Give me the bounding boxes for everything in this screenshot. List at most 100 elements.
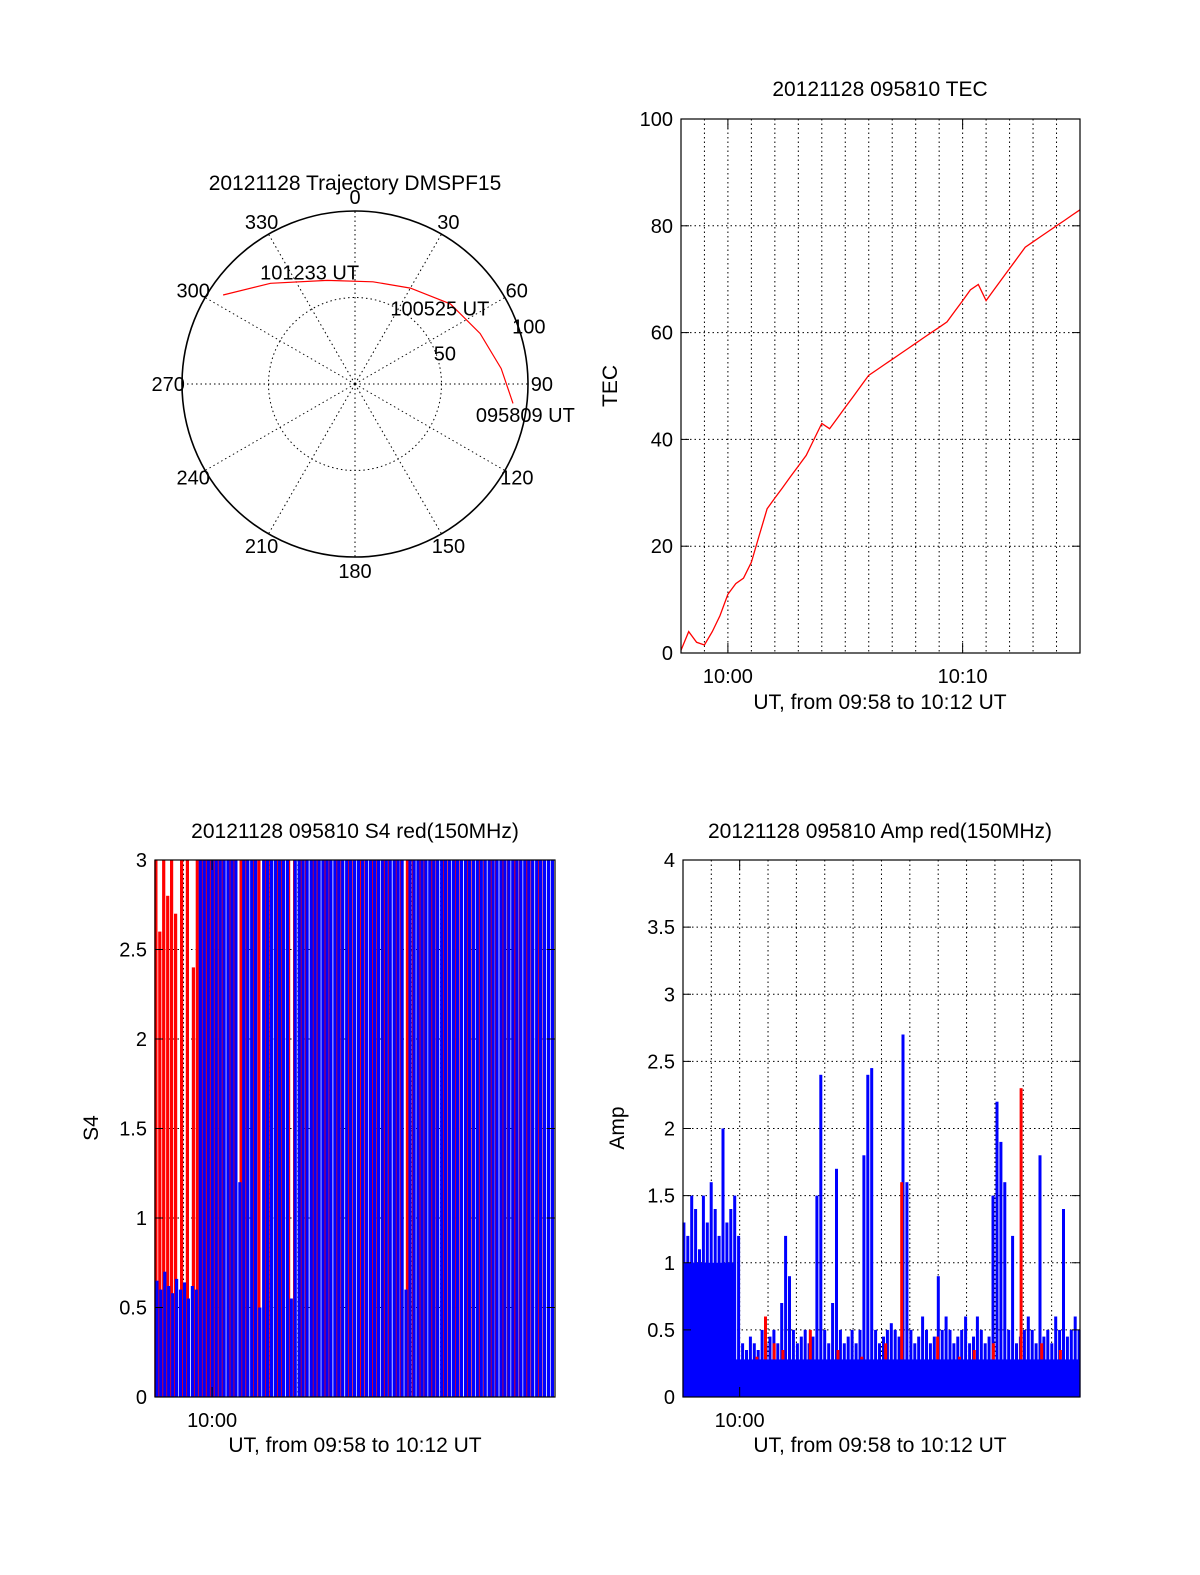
s4-bar-red [185, 860, 189, 1397]
azimuth-tick-270: 270 [151, 374, 184, 396]
s4-bar-blue [293, 860, 297, 1397]
amp-bar-blue [1062, 1209, 1065, 1397]
s4-bar-blue [273, 860, 278, 1397]
s4-bar-blue [186, 1298, 190, 1397]
x-tick-label: 10:00 [187, 1410, 237, 1432]
trajectory-polar-panel: 20121128 Trajectory DMSPF15 0 30 60 90 120 15… [151, 172, 574, 583]
amp-bar-blue [944, 1316, 948, 1397]
amp-bar-blue [1026, 1316, 1030, 1397]
y-tick-label: 20 [651, 536, 673, 558]
s4-bar-red [180, 860, 184, 1397]
y-tick-label: 1 [136, 1208, 147, 1230]
s4-bar-blue [305, 860, 309, 1397]
s4-bar-blue [250, 860, 254, 1397]
s4-bar-blue [353, 860, 357, 1397]
trajectory-time-label: 101233 UT [260, 263, 359, 285]
trajectory-time-label: 100525 UT [390, 299, 489, 321]
y-tick-label: 0 [136, 1387, 147, 1409]
polar-spoke-150 [354, 383, 442, 535]
s4-bar-blue [194, 1289, 198, 1397]
s4-bar-blue [475, 860, 479, 1397]
s4-y-axis-label: S4 [80, 1115, 103, 1141]
y-tick-label: 2.5 [119, 940, 147, 962]
polar-spoke-330 [268, 233, 356, 385]
s4-bar-blue [301, 860, 305, 1397]
polar-spoke-300 [204, 297, 356, 385]
y-tick-label: 3 [664, 984, 675, 1006]
s4-bar-blue [337, 860, 341, 1397]
s4-bar-blue [182, 1282, 187, 1397]
amp-bar-blue [788, 1276, 791, 1397]
s4-bar-blue [329, 860, 333, 1397]
s4-bar-blue [178, 1289, 183, 1397]
s4-bar-blue [507, 860, 511, 1397]
s4-bar-blue [325, 860, 329, 1397]
trajectory-time-label: 095809 UT [476, 405, 575, 427]
s4-bar-blue [214, 860, 218, 1397]
s4-bar-red [191, 967, 195, 1397]
s4-bar-blue [396, 860, 400, 1397]
amp-title: 20121128 095810 Amp red(150MHz) [708, 820, 1052, 843]
s4-bar-blue [495, 860, 499, 1397]
s4-bar-blue [333, 860, 337, 1397]
s4-bar-blue [432, 860, 436, 1397]
s4-bar-blue [167, 1286, 171, 1397]
amp-panel: 20121128 095810 Amp red(150MHz) 0 0.5 1 1.5… [606, 820, 1081, 1457]
s4-bar-blue [459, 860, 463, 1397]
s4-bar-red [158, 931, 162, 1397]
s4-bar-red [195, 860, 199, 1397]
s4-bar-blue [277, 860, 282, 1397]
polar-spoke-30 [354, 233, 442, 385]
y-tick-label: 0 [664, 1387, 675, 1409]
s4-bar-blue [420, 860, 424, 1397]
s4-bar-blue [341, 860, 345, 1397]
s4-panel: 20121128 095810 S4 red(150MHz) 0 0.5 1 1.5 2… [80, 820, 556, 1457]
amp-bar-blue [870, 1068, 874, 1397]
s4-bar-blue [317, 860, 321, 1397]
s4-bar-blue [313, 860, 317, 1397]
amp-bar-blue [682, 1222, 686, 1397]
s4-bar-blue [258, 1307, 262, 1397]
s4-bar-blue [448, 860, 452, 1397]
s4-bar-red [166, 895, 170, 1397]
amp-y-axis-label: Amp [606, 1106, 629, 1149]
s4-bar-blue [380, 860, 384, 1397]
polar-spoke-210 [268, 383, 356, 535]
s4-bar-blue [321, 860, 325, 1397]
s4-bar-blue [210, 860, 214, 1397]
s4-bar-blue [376, 860, 380, 1397]
y-tick-label: 60 [651, 323, 673, 345]
y-tick-label: 100 [640, 109, 673, 131]
s4-bar-blue [535, 860, 539, 1397]
s4-bar-blue [479, 860, 483, 1397]
amp-bar-blue [1073, 1316, 1077, 1397]
azimuth-tick-150: 150 [432, 536, 465, 558]
s4-bar-blue [368, 860, 373, 1397]
s4-bar-red [170, 860, 174, 1397]
y-tick-label: 0 [662, 643, 673, 665]
s4-bar-red [174, 913, 178, 1397]
tec-title: 20121128 095810 TEC [772, 78, 987, 101]
amp-bar-blue [1011, 1235, 1015, 1397]
azimuth-tick-30: 30 [437, 212, 459, 234]
s4-bar-blue [234, 860, 238, 1397]
s4-bar-blue [349, 860, 353, 1397]
azimuth-tick-60: 60 [506, 281, 528, 303]
s4-bar-blue [285, 860, 289, 1397]
x-tick-label: 10:00 [715, 1410, 765, 1432]
s4-bar-blue [487, 860, 491, 1397]
s4-bar-blue [198, 860, 202, 1397]
amp-bar-blue [831, 1303, 835, 1397]
y-tick-label: 4 [664, 850, 675, 872]
amp-bar-blue [835, 1168, 838, 1397]
amp-noise-floor [735, 1359, 1080, 1397]
amp-bar-blue [1054, 1316, 1058, 1397]
s4-bar-blue [503, 860, 507, 1397]
amp-bar-blue [975, 1316, 979, 1397]
s4-bar-blue [539, 860, 543, 1397]
azimuth-tick-180: 180 [338, 561, 371, 583]
polar-spoke-240 [204, 383, 356, 471]
amp-bar-blue [866, 1074, 870, 1397]
s4-bar-blue [440, 860, 444, 1397]
trajectory-title: 20121128 Trajectory DMSPF15 [209, 172, 502, 195]
